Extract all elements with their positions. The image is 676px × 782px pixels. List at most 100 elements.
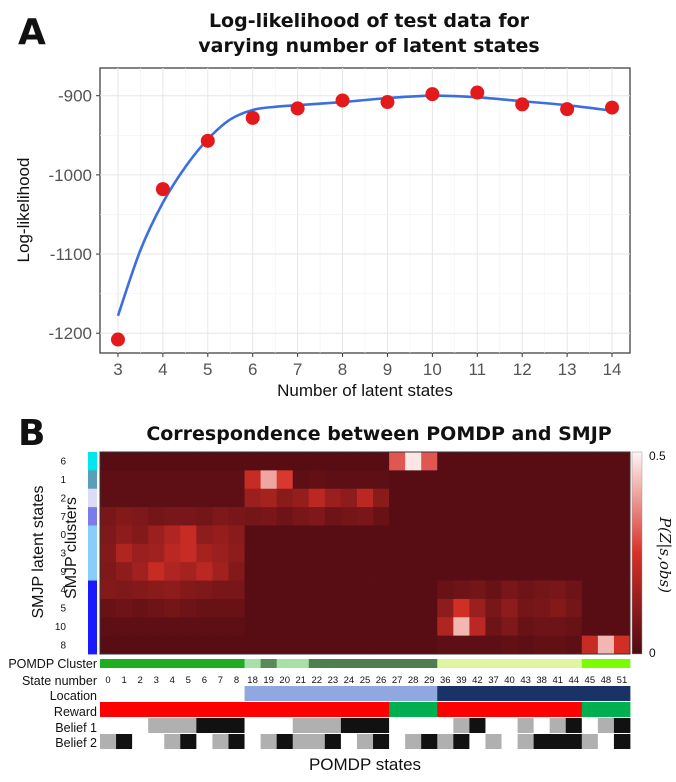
heatmap-cell	[517, 598, 535, 618]
heatmap-cell	[389, 488, 406, 508]
heatmap-cell	[324, 507, 342, 526]
heatmap-cell	[244, 507, 262, 526]
heatmap-cell	[276, 470, 294, 490]
heatmap-cell	[260, 598, 278, 618]
smjp-row-labels: 6 1 2 7 0 3 9 4 5 10 8	[55, 457, 67, 652]
heatmap-cell	[437, 525, 454, 545]
belief1-cell	[437, 718, 454, 733]
heatmap-cell	[549, 525, 567, 545]
heatmap-cell	[276, 598, 294, 618]
heatmap-cell	[421, 470, 438, 490]
heatmap-cell	[613, 525, 631, 545]
heatmap-cell	[132, 598, 149, 618]
heatmap-cell	[148, 488, 165, 508]
heatmap-cell	[244, 488, 262, 508]
heatmap-cell	[517, 543, 535, 563]
heatmap-cell	[389, 562, 406, 581]
heatmap-cell	[389, 470, 406, 490]
reward-cell	[196, 702, 213, 717]
pomdp-cluster-cell	[212, 659, 229, 668]
heatmap-cell	[292, 452, 310, 471]
pomdp-cluster-cell	[100, 659, 117, 668]
heatmap-cell	[244, 525, 262, 545]
heatmap-cell	[324, 635, 342, 655]
location-cell	[148, 686, 165, 701]
smjp-cluster-cell	[88, 507, 97, 526]
heatmap-cell	[100, 543, 117, 563]
heatmap-cell	[212, 617, 229, 637]
location-cell	[212, 686, 229, 701]
smjp-cluster-cell	[88, 543, 97, 563]
heatmap-cell	[501, 562, 518, 581]
heatmap-cell	[565, 507, 583, 526]
heatmap-cell	[308, 488, 326, 508]
heatmap-cell	[100, 507, 117, 526]
heatmap-cell	[180, 598, 197, 618]
heatmap-cell	[196, 580, 213, 600]
reward-cell	[308, 702, 326, 717]
heatmap-cell	[405, 525, 422, 545]
heatmap-cell	[597, 580, 615, 600]
heatmap-cell	[613, 543, 631, 563]
heatmap-cell	[517, 525, 535, 545]
heatmap-cell	[132, 525, 149, 545]
location-cell	[501, 686, 518, 701]
heatmap-cell	[244, 452, 262, 471]
data-point	[290, 101, 305, 116]
heatmap-cell	[292, 470, 310, 490]
location-cell	[292, 686, 310, 701]
smjp-cluster-cell	[88, 488, 97, 508]
location-cell	[228, 686, 245, 701]
belief1-cell	[228, 718, 245, 733]
pomdp-cluster-cell	[148, 659, 165, 668]
belief2-cell	[581, 734, 599, 749]
state-number: 39	[456, 675, 467, 686]
heatmap-cell	[148, 543, 165, 563]
chart-a-grid	[100, 68, 630, 353]
heatmap-cell	[405, 580, 422, 600]
heatmap-cell	[340, 635, 358, 655]
state-number: 5	[186, 675, 191, 686]
heatmap-cell	[597, 470, 615, 490]
heatmap-cell	[292, 562, 310, 581]
heatmap-cell	[276, 617, 294, 637]
heatmap-cell	[228, 452, 245, 471]
heatmap-cell	[405, 470, 422, 490]
y-tick-label: -1200	[49, 324, 92, 343]
heatmap-cell	[517, 470, 535, 490]
heatmap-cell	[196, 452, 213, 471]
heatmap-cell	[485, 525, 502, 545]
heatmap-cell	[356, 488, 374, 508]
heatmap-cell	[324, 562, 342, 581]
belief1-cell	[581, 718, 599, 733]
y-tick-label: -900	[58, 87, 92, 106]
heatmap-cell	[228, 562, 245, 581]
heatmap-cell	[581, 452, 599, 471]
reward-cell	[148, 702, 165, 717]
heatmap-cell	[356, 562, 374, 581]
location-cell	[565, 686, 583, 701]
heatmap-cell	[308, 507, 326, 526]
location-cell	[340, 686, 358, 701]
heatmap-cell	[276, 525, 294, 545]
smjp-cluster-strip	[88, 452, 97, 655]
heatmap-cell	[469, 598, 486, 618]
heatmap-cell	[613, 488, 631, 508]
heatmap-cell	[340, 543, 358, 563]
annotation-label: Reward	[54, 705, 97, 719]
reward-cell	[260, 702, 278, 717]
pomdp-cluster-cell	[292, 659, 310, 668]
heatmap-cell	[453, 507, 470, 526]
heatmap-cell	[549, 617, 567, 637]
smooth-fit-line	[116, 94, 613, 317]
heatmap-cell	[597, 543, 615, 563]
heatmap-cell	[292, 635, 310, 655]
state-number: 28	[408, 675, 419, 686]
state-number: 51	[617, 675, 628, 686]
reward-cell	[373, 702, 390, 717]
belief1-cell	[244, 718, 262, 733]
pomdp-cluster-cell	[517, 659, 535, 668]
annotation-label: State number	[22, 674, 97, 688]
belief2-cell	[212, 734, 229, 749]
heatmap-cell	[421, 580, 438, 600]
